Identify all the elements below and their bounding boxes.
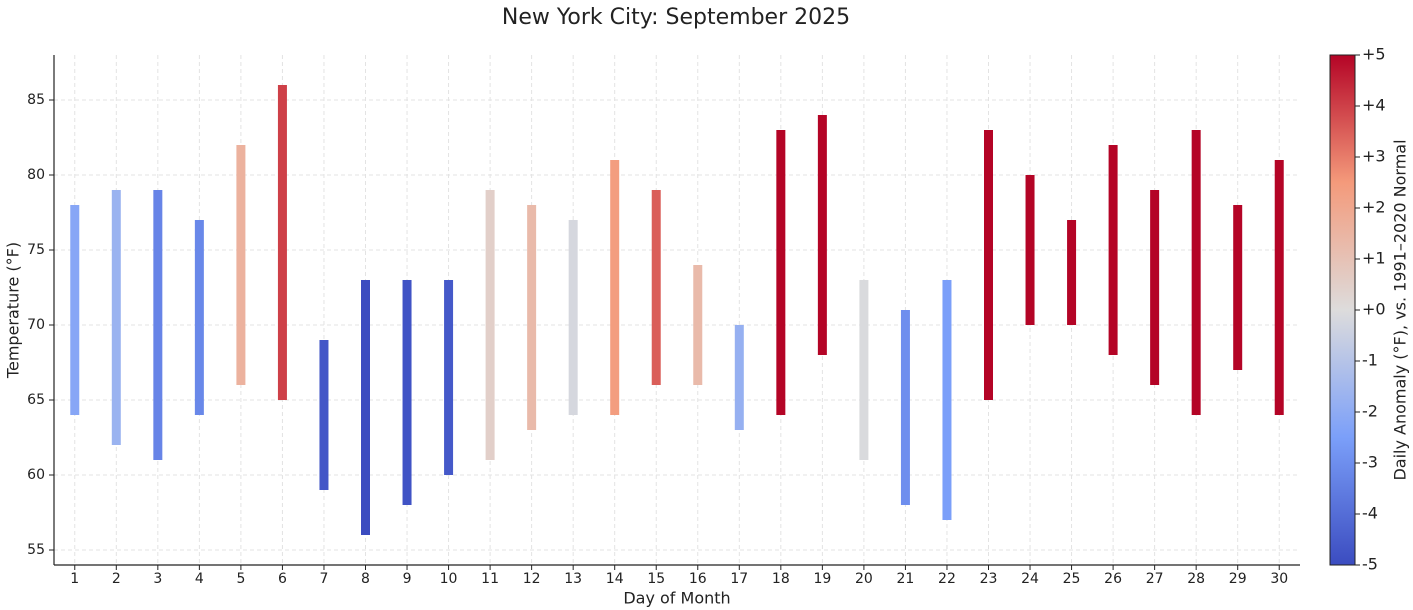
bar: [70, 205, 80, 415]
bar: [444, 280, 454, 475]
colorbar-tick-label: +5: [1362, 45, 1386, 64]
bar: [859, 280, 869, 460]
x-tick-label: 5: [236, 571, 245, 587]
x-tick-label: 16: [689, 571, 707, 587]
bar: [776, 130, 786, 415]
bar: [693, 265, 703, 385]
colorbar-tick-label: -5: [1362, 555, 1378, 574]
x-tick-label: 25: [1063, 571, 1081, 587]
x-tick-label: 4: [195, 571, 204, 587]
x-axis-label: Day of Month: [623, 589, 730, 608]
bar: [527, 205, 537, 430]
colorbar-label: Daily Anomaly (°F), vs. 1991–2020 Normal: [1391, 139, 1410, 480]
bar: [900, 310, 910, 505]
x-tick-label: 20: [855, 571, 873, 587]
y-tick-label: 80: [27, 167, 45, 183]
x-tick-label: 2: [112, 571, 121, 587]
bar: [111, 190, 121, 445]
bar: [319, 340, 329, 490]
colorbar-tick-label: +4: [1362, 96, 1386, 115]
y-tick-label: 70: [27, 317, 45, 333]
x-tick-label: 9: [403, 571, 412, 587]
y-tick-label: 60: [27, 467, 45, 483]
colorbar-tick-label: +1: [1362, 249, 1386, 268]
y-tick-label: 65: [27, 392, 45, 408]
x-tick-label: 12: [523, 571, 541, 587]
colorbar-tick-label: +0: [1362, 300, 1386, 319]
bar: [485, 190, 495, 460]
bar: [1191, 130, 1201, 415]
x-tick-label: 28: [1187, 571, 1205, 587]
x-tick-label: 18: [772, 571, 790, 587]
x-tick-label: 21: [897, 571, 915, 587]
x-tick-label: 30: [1270, 571, 1288, 587]
x-tick-label: 27: [1146, 571, 1164, 587]
x-tick-label: 1: [70, 571, 79, 587]
x-tick-label: 3: [153, 571, 162, 587]
x-tick-label: 19: [813, 571, 831, 587]
colorbar-tick-label: -4: [1362, 504, 1378, 523]
bar: [942, 280, 952, 520]
y-tick-label: 75: [27, 242, 45, 258]
bar: [402, 280, 412, 505]
bar: [236, 145, 246, 385]
bar: [568, 220, 578, 415]
bar: [1150, 190, 1160, 385]
x-tick-label: 6: [278, 571, 287, 587]
x-tick-label: 26: [1104, 571, 1122, 587]
y-tick-label: 55: [27, 542, 45, 558]
bar: [1233, 205, 1243, 370]
chart-title: New York City: September 2025: [502, 5, 850, 30]
colorbar-tick-label: -2: [1362, 402, 1378, 421]
x-tick-label: 23: [980, 571, 998, 587]
bar: [817, 115, 827, 355]
x-tick-label: 10: [440, 571, 458, 587]
x-tick-label: 29: [1229, 571, 1247, 587]
bar: [984, 130, 993, 400]
y-axis-label: Temperature (°F): [4, 242, 23, 379]
x-tick-label: 14: [606, 571, 624, 587]
bar: [1274, 160, 1284, 415]
bar: [734, 325, 744, 430]
x-tick-label: 17: [730, 571, 748, 587]
y-tick-label: 85: [27, 92, 45, 108]
bar: [1108, 145, 1118, 355]
bar: [1067, 220, 1077, 325]
x-tick-label: 22: [938, 571, 956, 587]
colorbar-tick-label: +3: [1362, 147, 1386, 166]
x-tick-label: 11: [481, 571, 499, 587]
bar: [610, 160, 620, 415]
x-tick-label: 13: [564, 571, 582, 587]
colorbar: [1329, 54, 1356, 566]
colorbar-tick-label: -3: [1362, 453, 1378, 472]
x-tick-label: 15: [647, 571, 665, 587]
bar: [194, 220, 204, 415]
colorbar-tick-label: -1: [1362, 351, 1378, 370]
bar: [153, 190, 163, 460]
x-tick-label: 8: [361, 571, 370, 587]
colorbar-tick-label: +2: [1362, 198, 1386, 217]
x-tick-label: 7: [320, 571, 329, 587]
bar: [1025, 175, 1035, 325]
bar: [361, 280, 370, 535]
bar: [277, 85, 287, 400]
bar: [651, 190, 661, 385]
x-tick-label: 24: [1021, 571, 1039, 587]
